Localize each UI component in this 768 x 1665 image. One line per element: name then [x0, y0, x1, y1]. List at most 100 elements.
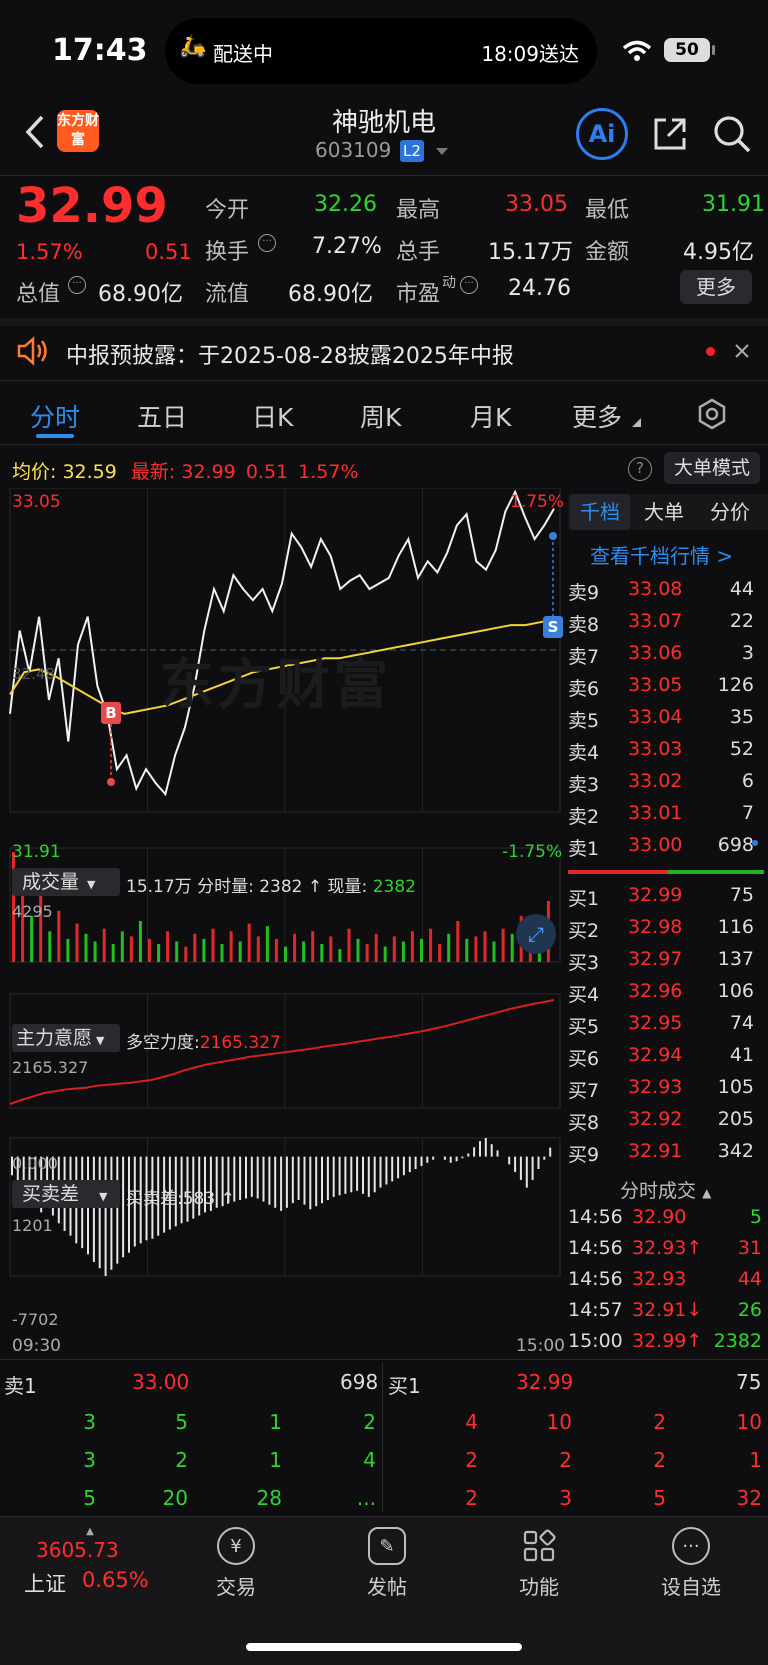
volume-select-label: 成交量 [22, 871, 80, 893]
marker-sell[interactable]: S [543, 616, 563, 638]
vol-total: 15.17万 [126, 877, 192, 897]
avg-label: 均价: [12, 461, 57, 483]
bid-row[interactable]: 买5 32.95 74 [568, 1012, 768, 1044]
dock-post[interactable]: ✎ 发帖 [347, 1527, 427, 1600]
buysell-indicator-select[interactable]: 买卖差 ▼ [12, 1180, 120, 1208]
expand-icon[interactable]: ⤢ [516, 914, 556, 954]
volume-bar [293, 933, 297, 962]
bid-level-label: 买4 [568, 984, 600, 1006]
trade-row: 14:56 32.93↑ 31 [568, 1237, 768, 1267]
tab-monthly-k[interactable]: 月K [470, 403, 512, 432]
volume-bar [166, 931, 170, 962]
ask-row[interactable]: 卖8 33.07 22 [568, 610, 768, 642]
trades-title[interactable]: 分时成交 ▲ [620, 1176, 711, 1203]
trade-row: 14:56 32.90 5 [568, 1206, 768, 1236]
ask-row[interactable]: 卖6 33.05 126 [568, 674, 768, 706]
intraday-charts[interactable] [0, 488, 566, 1358]
more-button[interactable]: 更多 [680, 270, 752, 304]
index-pct: 0.65% [82, 1568, 149, 1592]
ask-price: 33.02 [628, 770, 683, 792]
trade-time: 14:56 [568, 1237, 623, 1259]
volume-indicator-select[interactable]: 成交量 ▼ [12, 868, 120, 896]
info-icon[interactable]: ··· [68, 276, 86, 294]
orderbook-tab-price[interactable]: 分价 [710, 500, 750, 524]
ask-level-label: 卖2 [568, 806, 600, 828]
help-icon[interactable]: ? [628, 457, 652, 481]
l1-ask-vol: 698 [340, 1370, 379, 1394]
pct-top-label: 1.75% [510, 492, 565, 512]
ask-row[interactable]: 卖4 33.03 52 [568, 738, 768, 770]
ask-row[interactable]: 卖3 33.02 6 [568, 770, 768, 802]
tab-intraday[interactable]: 分时 [30, 403, 81, 432]
ask-queue-cell: 28 [256, 1486, 282, 1510]
bid-row[interactable]: 买2 32.98 116 [568, 916, 768, 948]
mid-price-label: 32.48 [12, 665, 55, 683]
volume-bar [211, 928, 215, 962]
dock-watchlist[interactable]: ··· 设自选 [651, 1527, 731, 1600]
chevron-up-icon: ▲ [86, 1526, 94, 1537]
bid-row[interactable]: 买8 32.92 205 [568, 1108, 768, 1140]
bs-value: 583 [182, 1189, 216, 1209]
ask-row[interactable]: 卖1 33.00 698 [568, 834, 768, 866]
mainforce-indicator-select[interactable]: 主力意愿 ▼ [12, 1024, 120, 1052]
volume-bar [157, 944, 161, 962]
delivery-eta: 18:09送达 [481, 42, 579, 66]
buysell-summary: 买卖差:583 ↑ [126, 1189, 235, 1209]
sell-point [549, 532, 557, 540]
tab-daily-k[interactable]: 日K [252, 403, 294, 432]
latest-pct: 1.57% [298, 461, 359, 483]
big-order-mode-button[interactable]: 大单模式 [664, 452, 760, 484]
bid-queue-cell: 10 [736, 1410, 762, 1434]
ask-row[interactable]: 卖9 33.08 44 [568, 578, 768, 610]
bid-row[interactable]: 买6 32.94 41 [568, 1044, 768, 1076]
gear-icon[interactable] [696, 398, 728, 430]
ask-row[interactable]: 卖2 33.01 7 [568, 802, 768, 834]
volume-bar [184, 946, 188, 962]
back-icon[interactable] [24, 114, 46, 150]
open-value: 32.26 [314, 192, 377, 217]
index-widget[interactable]: ▲ 3605.73 上证 0.65% [20, 1526, 160, 1596]
volume-bar [274, 938, 278, 962]
depth-link[interactable]: 查看千档行情 > [590, 544, 734, 568]
orderbook-tab-big[interactable]: 大单 [644, 500, 684, 524]
volume-bar [456, 921, 460, 962]
queue-divider [382, 1362, 383, 1512]
vol-now: 2382 [372, 877, 416, 897]
volume-bar [93, 941, 97, 962]
ask-row[interactable]: 卖7 33.06 3 [568, 642, 768, 674]
buy-point [107, 778, 115, 786]
bid-row[interactable]: 买3 32.97 137 [568, 948, 768, 980]
dynamic-island[interactable]: 🛵 配送中 18:09送达 [165, 18, 597, 84]
orderbook-tab-depth[interactable]: 千档 [570, 494, 630, 530]
watermark: 东方财富 [160, 653, 392, 716]
info-icon[interactable]: ··· [460, 276, 478, 294]
pe-value: 24.76 [508, 276, 571, 301]
bid-row[interactable]: 买9 32.91 342 [568, 1140, 768, 1172]
tab-five-day[interactable]: 五日 [137, 403, 188, 432]
ai-button[interactable]: Ai [576, 108, 628, 160]
avg-legend: 均价: 32.59 最新: 32.99 0.51 1.57% [12, 457, 359, 484]
notice-text: 中报预披露：于2025-08-28披露2025年中报 [66, 344, 514, 369]
tab-more[interactable]: 更多 [572, 403, 623, 432]
volume-bar [365, 944, 369, 962]
ask-row[interactable]: 卖5 33.04 35 [568, 706, 768, 738]
level2-badge[interactable]: L2 [400, 140, 424, 162]
bid-row[interactable]: 买4 32.96 106 [568, 980, 768, 1012]
pe-label: 市盈 [396, 282, 441, 307]
tab-weekly-k[interactable]: 周K [360, 403, 402, 432]
bid-row[interactable]: 买1 32.99 75 [568, 884, 768, 916]
close-icon[interactable] [734, 343, 750, 359]
latest-label: 最新: [130, 461, 176, 483]
mf-bottom-label: 0.000 [12, 1154, 58, 1173]
volume-bar [256, 936, 260, 962]
marker-buy[interactable]: B [101, 702, 121, 724]
info-icon[interactable]: ··· [258, 234, 276, 252]
bid-row[interactable]: 买7 32.93 105 [568, 1076, 768, 1108]
dock-functions[interactable]: 功能 [499, 1527, 579, 1600]
share-icon[interactable] [650, 114, 690, 154]
dropdown-icon[interactable] [436, 148, 448, 156]
search-icon[interactable] [712, 114, 752, 154]
bid-price: 32.98 [628, 916, 683, 938]
mainforce-line [9, 999, 555, 1105]
dock-trade[interactable]: ¥ 交易 [196, 1527, 276, 1600]
